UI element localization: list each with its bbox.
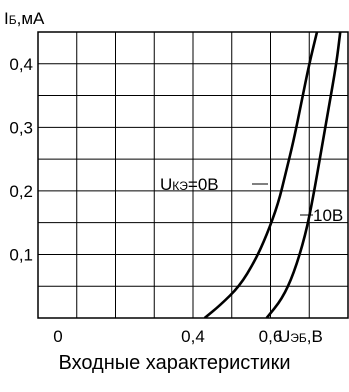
series-label-ukz-0v: UКЭ=0В: [160, 175, 219, 194]
y-tick-label: 0,4: [9, 55, 33, 74]
tick-labels: 0,1 0,2 0,3 0,4 0 0,4 0,6: [9, 55, 282, 346]
plot-frame: [37, 31, 349, 319]
x-tick-label: 0,4: [181, 327, 205, 346]
curves: UКЭ=0В 10В: [160, 32, 343, 318]
y-tick-label: 0,3: [9, 118, 33, 137]
axis-labels: IБ,мА UЭБ,В: [4, 9, 323, 346]
grid-lines: [37, 31, 349, 319]
y-tick-label: 0,2: [9, 182, 33, 201]
y-axis-label: IБ,мА: [4, 9, 45, 28]
series-curve-1: [265, 32, 342, 318]
x-tick-label: 0: [53, 327, 62, 346]
x-axis-label: UЭБ,В: [278, 327, 323, 346]
series-label-10v: 10В: [313, 206, 343, 225]
chart-caption: Входные характеристики: [58, 352, 291, 374]
x-tick-label: 0,6: [259, 327, 283, 346]
y-tick-label: 0,1: [9, 245, 33, 264]
series-curve-0: [203, 32, 319, 318]
